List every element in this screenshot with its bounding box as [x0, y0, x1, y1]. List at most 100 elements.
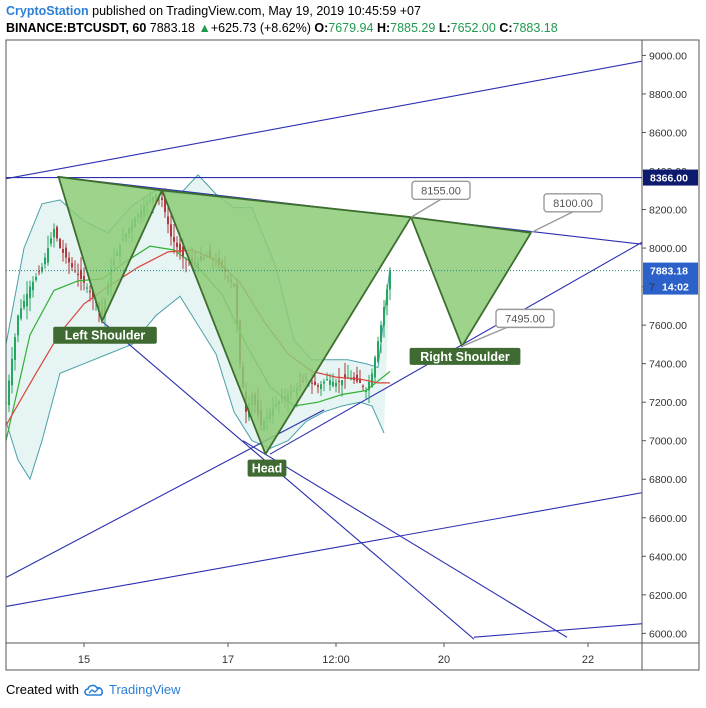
candle-body: [59, 239, 61, 249]
pattern-label-text: Head: [252, 462, 283, 476]
pattern-label-box: [409, 347, 521, 365]
trendline-0: [6, 60, 642, 180]
created-with-text: Created with: [6, 682, 79, 697]
candle-body: [62, 249, 64, 253]
target-callout-1: 8100.00: [530, 193, 603, 234]
candle-body: [71, 263, 73, 268]
candle-body: [338, 380, 340, 382]
candle-body: [314, 381, 316, 385]
candle-body: [380, 325, 382, 343]
pattern-triangle-1: [161, 189, 412, 456]
tradingview-brand[interactable]: TradingView: [108, 682, 181, 697]
time-axis-label: 20: [438, 654, 450, 666]
candle-body: [20, 308, 22, 319]
publish-line: CryptoStation published on TradingView.c…: [6, 3, 700, 20]
time-axis[interactable]: 15 17 12:00 20 22: [5, 642, 700, 671]
up-arrow-icon: ▲: [198, 21, 211, 35]
candle-body: [368, 381, 370, 391]
price-axis-label: 8600.00: [649, 127, 687, 139]
countdown-badge-text: 14:02: [662, 282, 689, 294]
candle-body: [68, 257, 70, 263]
pattern-label-text: Right Shoulder: [420, 350, 510, 364]
candle-body: [23, 301, 25, 308]
pattern-label-box: [247, 459, 287, 477]
price-axis-label: 6800.00: [649, 474, 687, 486]
candle-body: [77, 273, 79, 276]
candle-body: [83, 276, 85, 283]
candle-body: [374, 357, 376, 378]
price-axis[interactable]: 6000.00 6200.00 6400.00 6600.00 6800.00 7000.…: [641, 39, 700, 644]
last-price-badge: [643, 262, 698, 295]
candle-body: [335, 382, 337, 387]
candle-body: [320, 384, 322, 389]
footer: Created with TradingView: [6, 682, 181, 697]
candle-body: [170, 224, 172, 237]
price-axis-label: 6000.00: [649, 628, 687, 640]
candle-body: [50, 238, 52, 244]
candle-body: [17, 315, 19, 336]
candle-body: [329, 380, 331, 385]
target-callout-pointer: [530, 211, 574, 234]
candle-body: [179, 243, 181, 253]
price-axis-label: 7600.00: [649, 320, 687, 332]
high-value: 7885.29: [390, 21, 436, 35]
candle-body: [317, 385, 319, 387]
last-price-badge-text: 7883.18: [650, 266, 688, 278]
candle-body: [311, 382, 313, 384]
time-axis-label: 15: [78, 654, 90, 666]
candle-body: [35, 276, 37, 280]
trendline-6: [242, 440, 568, 638]
pattern-label-box: [53, 326, 157, 344]
price-axis-label: 9000.00: [649, 50, 687, 62]
high-label: H:: [376, 21, 391, 35]
candle-body: [161, 197, 163, 200]
change-value: +625.73 (+8.62%): [210, 21, 311, 35]
pattern-triangle-2: [410, 216, 532, 348]
resistance-badge: [643, 169, 698, 186]
ohlc-line: BINANCE:BTCUSDT, 60 7883.18 ▲+625.73 (+8…: [6, 20, 700, 37]
candle-body: [32, 281, 34, 291]
trendline-5: [101, 320, 475, 640]
candle-body: [356, 374, 358, 382]
target-callout-2: 7495.00: [461, 308, 555, 347]
price-axis-label: 8000.00: [649, 243, 687, 255]
candle-body: [371, 373, 373, 387]
candle-body: [89, 290, 91, 293]
price-badges: 8366.00 7883.18 14:02 7: [643, 169, 698, 295]
last-price-value: 7883.18: [149, 21, 195, 35]
candle-body: [86, 287, 88, 289]
candle-body: [359, 379, 361, 383]
target-callout-box: [411, 180, 471, 200]
candle-body: [41, 267, 43, 272]
target-callout-0: 8155.00: [410, 180, 471, 218]
price-axis-label: 6400.00: [649, 551, 687, 563]
price-axis-label: 7200.00: [649, 397, 687, 409]
close-value: 7883.18: [512, 21, 558, 35]
trendline-7: [6, 492, 642, 607]
tradingview-cloud-icon[interactable]: [83, 683, 105, 697]
candle-body: [44, 257, 46, 265]
candle-body: [167, 216, 169, 225]
author-name[interactable]: CryptoStation: [6, 4, 89, 18]
candle-body: [29, 286, 31, 299]
pattern-label-0: Left Shoulder: [53, 326, 157, 344]
candle-body: [56, 227, 58, 239]
close-label: C:: [499, 21, 513, 35]
candle-body: [11, 358, 13, 386]
chart-header: CryptoStation published on TradingView.c…: [6, 3, 700, 37]
time-axis-label: 17: [222, 654, 234, 666]
candle-body: [65, 247, 67, 258]
candle-body: [383, 307, 385, 326]
time-axis-label: 12:00: [322, 654, 350, 666]
target-callouts[interactable]: 8155.00 8100.00 7495.00: [410, 180, 603, 347]
head-and-shoulders-pattern[interactable]: Left Shoulder Head Right Shoulder: [53, 175, 532, 477]
plot-area[interactable]: Left Shoulder Head Right Shoulder: [5, 60, 642, 640]
target-callout-box: [543, 193, 603, 213]
open-value: 7679.94: [328, 21, 374, 35]
candle-body: [389, 271, 391, 290]
candle-body: [344, 374, 346, 379]
candle-body: [14, 337, 16, 360]
candle-body: [173, 236, 175, 242]
pattern-label-text: Left Shoulder: [65, 329, 146, 343]
